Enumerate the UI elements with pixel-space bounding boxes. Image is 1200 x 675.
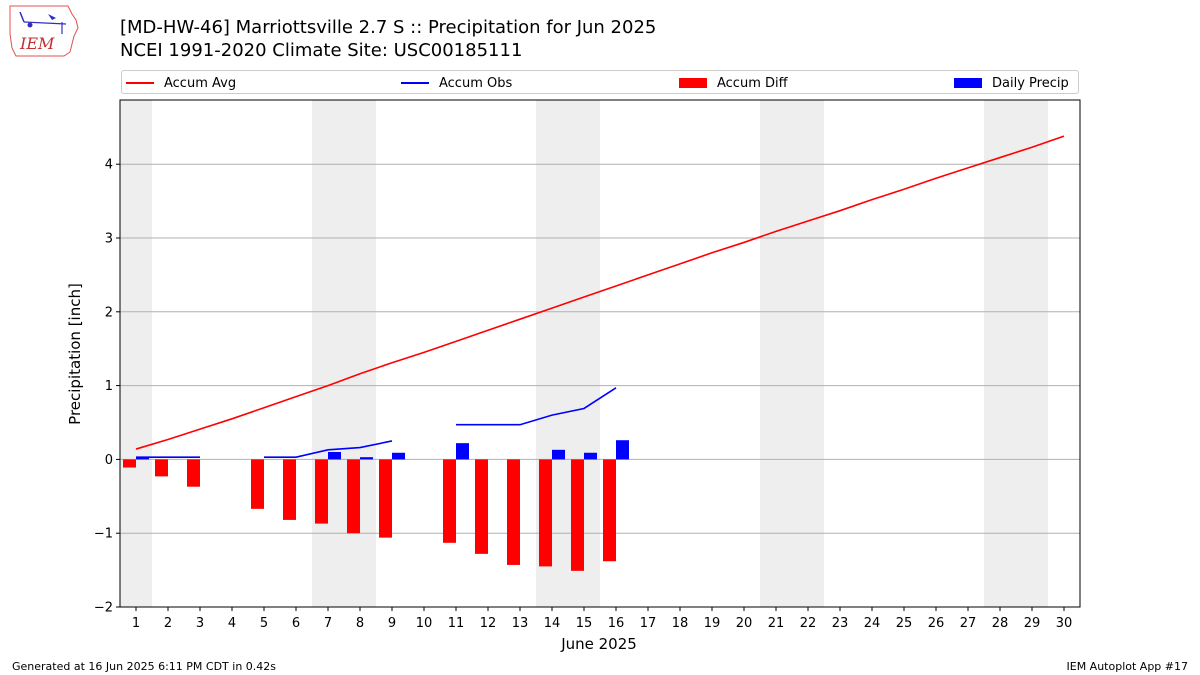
- logo-sym-3: [27, 22, 33, 28]
- accum-diff-bar-day-15: [571, 459, 584, 571]
- x-axis-label: June 2025: [560, 635, 637, 653]
- x-tick-label-5: 6: [292, 616, 300, 631]
- legend-item-accum-obs: Accum Obs: [401, 75, 512, 91]
- x-tick-label-29: 30: [1056, 616, 1073, 631]
- accum-diff-bar-day-8: [347, 459, 360, 534]
- chart-legend: Accum Avg Accum Obs Accum Diff Daily Pre…: [121, 70, 1079, 94]
- bar-marks: [123, 440, 629, 571]
- accum-diff-bar-day-9: [379, 459, 392, 538]
- x-axis: 1 2 3 4 5 6 7 8 9 10 11 12 13 14 15 16 17 18 19 20 21 22 23 24 2…: [132, 607, 1072, 631]
- legend-swatch-daily-precip: [954, 78, 982, 88]
- x-tick-label-18: 19: [704, 616, 721, 631]
- chart-title: [MD-HW-46] Marriottsville 2.7 S :: Preci…: [120, 17, 657, 38]
- weekend-shading: [120, 100, 1048, 607]
- x-tick-label-0: 1: [132, 616, 140, 631]
- iowa-outline: [9, 5, 79, 57]
- accum-diff-bar-day-2: [155, 459, 168, 477]
- legend-label-accum-avg: Accum Avg: [164, 75, 237, 91]
- x-tick-label-14: 15: [576, 616, 593, 631]
- weekend-band-1: [312, 100, 376, 607]
- accum-diff-bar-day-7: [315, 459, 328, 524]
- x-tick-label-15: 16: [608, 616, 625, 631]
- x-tick-label-24: 25: [896, 616, 913, 631]
- y-axis: −2 −1 0 1 2 3 4: [94, 158, 120, 616]
- x-tick-label-2: 3: [196, 616, 204, 631]
- y-axis-label: Precipitation [inch]: [66, 283, 84, 425]
- accum-diff-bar-day-6: [283, 459, 296, 520]
- y-tick-label-3: 1: [105, 379, 113, 394]
- x-tick-label-27: 28: [992, 616, 1009, 631]
- x-tick-label-19: 20: [736, 616, 753, 631]
- x-tick-label-20: 21: [768, 616, 785, 631]
- logo-sym-2: [23, 21, 67, 25]
- x-tick-label-7: 8: [356, 616, 364, 631]
- x-tick-label-8: 9: [388, 616, 396, 631]
- y-tick-label-6: 4: [105, 158, 113, 173]
- x-tick-label-28: 29: [1024, 616, 1041, 631]
- x-tick-label-21: 22: [800, 616, 817, 631]
- x-tick-label-10: 11: [448, 616, 465, 631]
- x-tick-label-23: 24: [864, 616, 881, 631]
- daily-precip-bar-day-16: [616, 440, 629, 460]
- app-label: IEM Autoplot App #17: [1066, 660, 1189, 673]
- x-tick-label-6: 7: [324, 616, 332, 631]
- accum-diff-bar-day-5: [251, 459, 264, 509]
- accum-obs-line-segment-2: [456, 387, 617, 426]
- line-marks: [135, 135, 1065, 458]
- x-tick-label-13: 14: [544, 616, 561, 631]
- daily-precip-bar-day-7: [328, 452, 341, 460]
- x-tick-label-11: 12: [480, 616, 497, 631]
- accum-diff-bar-day-16: [603, 459, 616, 562]
- x-tick-label-17: 18: [672, 616, 689, 631]
- y-tick-label-4: 2: [105, 305, 113, 320]
- legend-swatch-accum-avg: [126, 82, 154, 84]
- weekend-band-4: [984, 100, 1048, 607]
- legend-label-daily-precip: Daily Precip: [992, 75, 1069, 91]
- x-tick-label-3: 4: [228, 616, 236, 631]
- x-tick-label-25: 26: [928, 616, 945, 631]
- accum-diff-bar-day-11: [443, 459, 456, 543]
- accum-diff-bar-day-13: [507, 459, 520, 565]
- weekend-band-0: [120, 100, 152, 607]
- legend-swatch-accum-obs: [401, 82, 429, 84]
- generated-timestamp: Generated at 16 Jun 2025 6:11 PM CDT in …: [12, 660, 277, 673]
- x-tick-label-4: 5: [260, 616, 268, 631]
- x-tick-label-22: 23: [832, 616, 849, 631]
- x-tick-label-9: 10: [416, 616, 433, 631]
- logo-text: IEM: [19, 34, 55, 53]
- iem-logo: IEM: [9, 5, 79, 57]
- daily-precip-bar-day-14: [552, 449, 565, 460]
- accum-diff-bar-day-14: [539, 459, 552, 567]
- accum-avg-line: [135, 135, 1065, 450]
- chart-subtitle: NCEI 1991-2020 Climate Site: USC00185111: [120, 40, 523, 61]
- daily-precip-bar-day-8: [360, 457, 373, 460]
- daily-precip-bar-day-9: [392, 452, 405, 460]
- x-tick-label-26: 27: [960, 616, 977, 631]
- x-tick-label-12: 13: [512, 616, 529, 631]
- y-tick-label-2: 0: [105, 453, 113, 468]
- accum-diff-bar-day-1: [123, 459, 136, 468]
- x-tick-label-16: 17: [640, 616, 657, 631]
- y-tick-label-1: −1: [94, 527, 113, 542]
- plot-frame: [119, 99, 1081, 608]
- legend-item-accum-avg: Accum Avg: [126, 75, 236, 91]
- y-tick-label-0: −2: [94, 601, 113, 616]
- accum-obs-line-segment-1: [264, 440, 393, 458]
- x-tick-label-1: 2: [164, 616, 172, 631]
- weekend-band-3: [760, 100, 824, 607]
- daily-precip-bar-day-1: [136, 457, 149, 460]
- logo-sym-1: [19, 11, 25, 23]
- accum-diff-bar-day-12: [475, 459, 488, 554]
- legend-label-accum-diff: Accum Diff: [717, 75, 788, 91]
- accum-diff-bar-day-3: [187, 459, 200, 487]
- legend-swatch-accum-diff: [679, 78, 707, 88]
- legend-item-daily-precip: Daily Precip: [954, 75, 1069, 91]
- legend-item-accum-diff: Accum Diff: [679, 75, 788, 91]
- logo-sym-4: [48, 14, 56, 20]
- y-tick-label-5: 3: [105, 232, 113, 247]
- daily-precip-bar-day-11: [456, 443, 469, 460]
- daily-precip-bar-day-15: [584, 452, 597, 460]
- legend-label-accum-obs: Accum Obs: [439, 75, 513, 91]
